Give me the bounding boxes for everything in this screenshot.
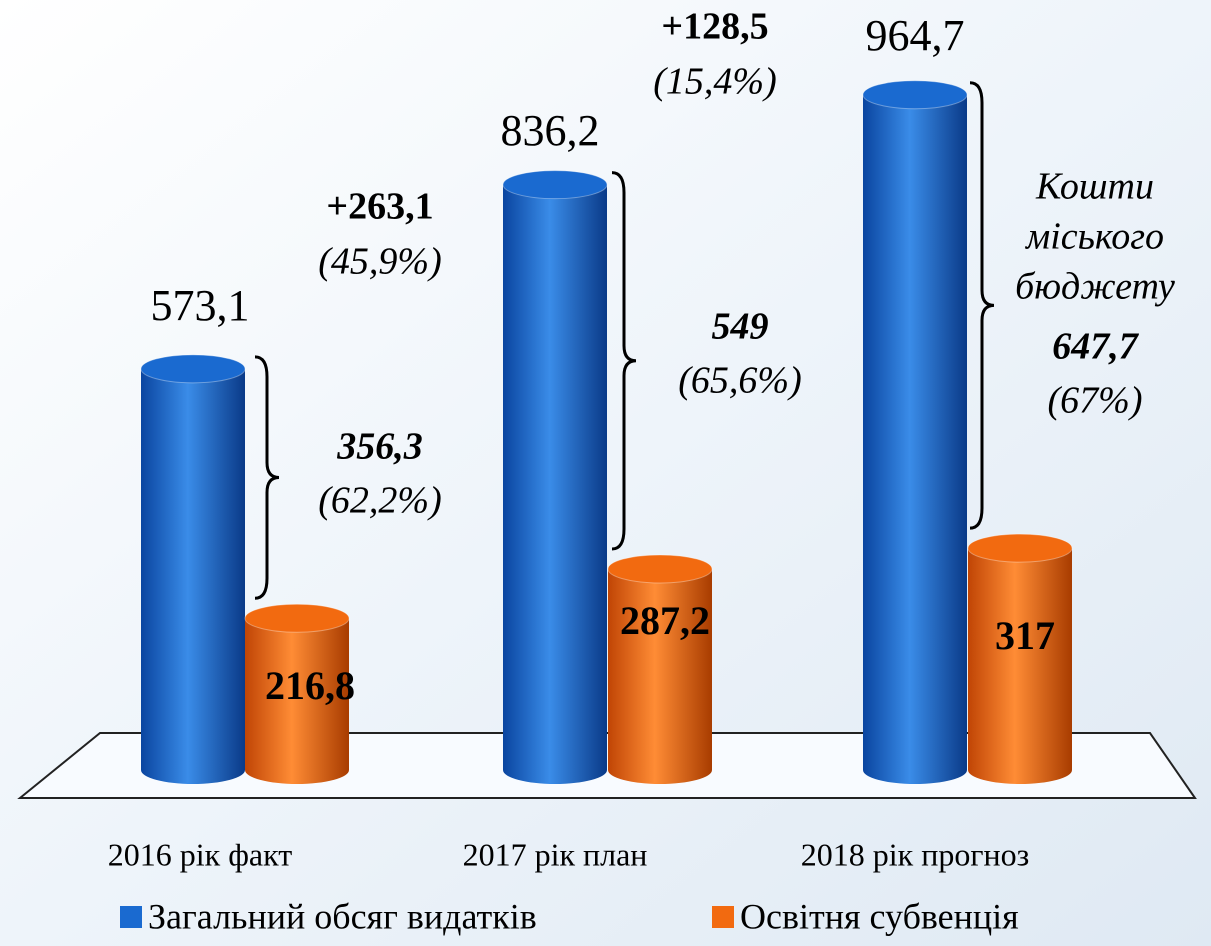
- brace: [969, 81, 995, 530]
- bar-top: [502, 170, 608, 200]
- bar-top: [967, 533, 1073, 563]
- bar-top: [140, 354, 246, 384]
- x-tick-label: 2017 рік план: [463, 836, 648, 872]
- share-percent: (65,6%): [678, 360, 801, 402]
- bar: [968, 548, 1072, 784]
- city-budget-label: міського: [1024, 216, 1164, 258]
- growth-percent: (45,9%): [318, 241, 441, 283]
- bar-top: [244, 603, 350, 633]
- growth-percent: (15,4%): [653, 61, 776, 103]
- bar: [863, 94, 967, 784]
- bar: [503, 184, 607, 784]
- legend-label: Загальний обсяг видатків: [148, 896, 537, 936]
- growth-value: +128,5: [661, 6, 768, 48]
- bar: [245, 618, 349, 784]
- value-label: 287,2: [620, 598, 710, 643]
- city-budget-label: бюджету: [1015, 266, 1175, 308]
- value-label: 317: [995, 613, 1055, 658]
- legend-swatch: [120, 906, 142, 928]
- share-percent: (67%): [1048, 380, 1143, 422]
- legend-label: Освітня субвенція: [740, 896, 1019, 936]
- bar-top: [862, 80, 968, 110]
- legend-swatch: [712, 906, 734, 928]
- bar: [141, 368, 245, 784]
- share-percent: (62,2%): [318, 480, 441, 522]
- city-budget-label: Кошти: [1035, 166, 1154, 208]
- brace: [611, 171, 637, 551]
- value-label: 216,8: [265, 663, 355, 708]
- value-label: 573,1: [151, 281, 250, 330]
- share-value: 549: [712, 306, 769, 348]
- growth-value: +263,1: [326, 186, 433, 228]
- bar-top: [607, 554, 713, 584]
- value-label: 964,7: [866, 11, 965, 60]
- share-value: 356,3: [336, 426, 423, 468]
- x-tick-label: 2016 рік факт: [108, 836, 293, 872]
- value-label: 836,2: [501, 106, 600, 155]
- x-tick-label: 2018 рік прогноз: [801, 836, 1029, 872]
- brace: [254, 355, 280, 600]
- bar: [608, 568, 712, 784]
- share-value: 647,7: [1052, 326, 1140, 368]
